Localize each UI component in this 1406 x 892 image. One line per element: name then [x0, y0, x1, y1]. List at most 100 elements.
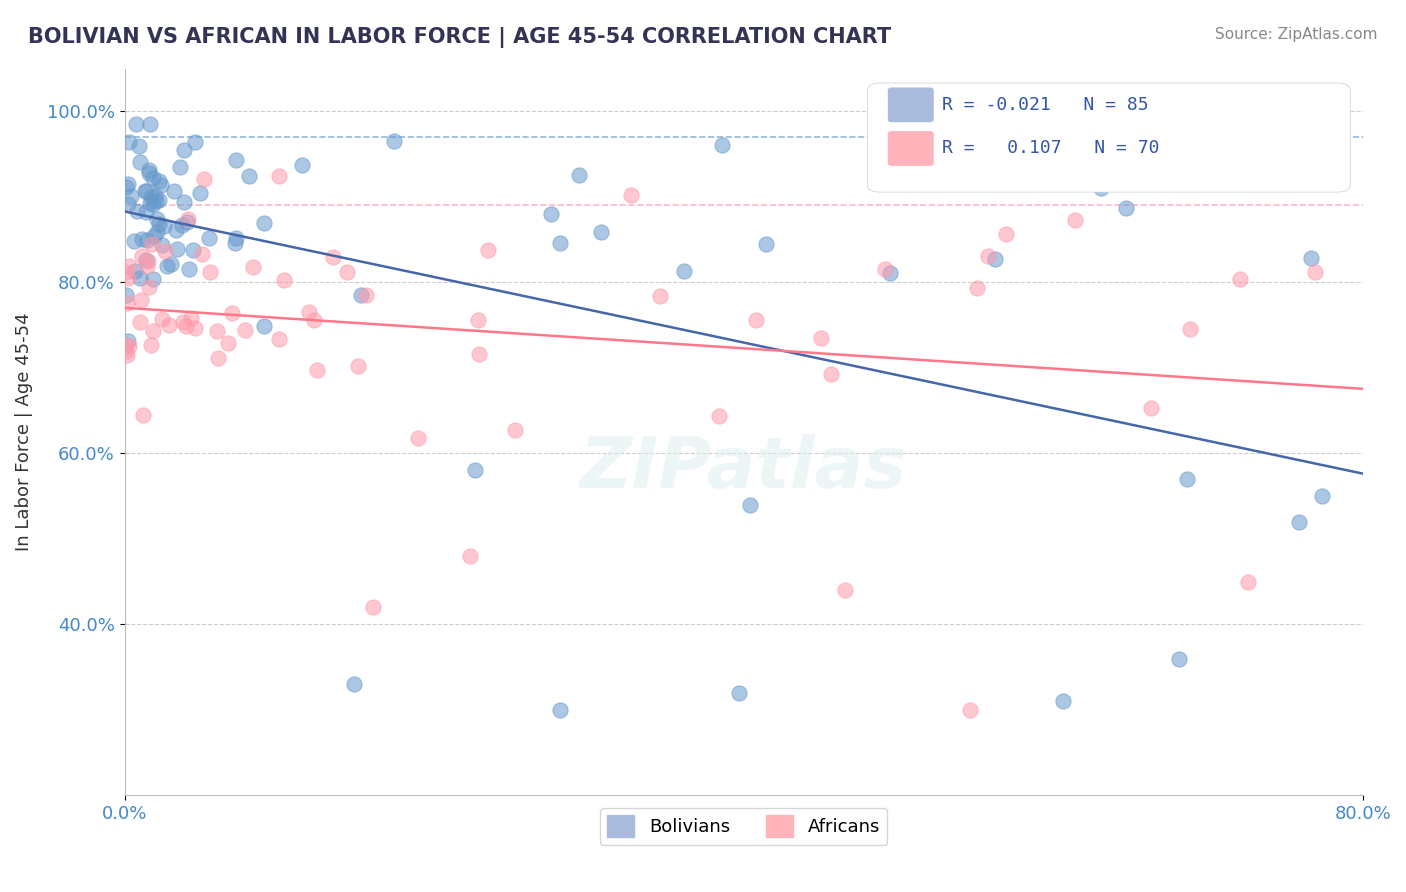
Point	[143, 189, 166, 203]
Point	[238, 169, 260, 184]
FancyBboxPatch shape	[868, 83, 1350, 192]
Point	[1139, 401, 1161, 416]
Text: R = -0.021   N = 85: R = -0.021 N = 85	[942, 95, 1149, 114]
Point	[115, 296, 138, 310]
Point	[976, 249, 998, 263]
Point	[135, 259, 157, 273]
Point	[115, 180, 138, 194]
Point	[477, 243, 499, 257]
Point	[134, 184, 156, 198]
Point	[146, 212, 169, 227]
Point	[1288, 515, 1310, 529]
Point	[224, 235, 246, 250]
Point	[302, 313, 325, 327]
Point	[983, 252, 1005, 266]
Point	[138, 163, 160, 178]
Y-axis label: In Labor Force | Age 45-54: In Labor Force | Age 45-54	[15, 313, 32, 551]
Point	[382, 134, 405, 148]
Point	[149, 178, 172, 193]
Point	[336, 265, 359, 279]
Point	[221, 306, 243, 320]
FancyBboxPatch shape	[889, 88, 934, 121]
Point	[139, 337, 162, 351]
Point	[138, 166, 160, 180]
Point	[1299, 251, 1322, 265]
Point	[298, 305, 321, 319]
Point	[169, 160, 191, 174]
Point	[135, 205, 157, 219]
Point	[118, 135, 141, 149]
Point	[128, 315, 150, 329]
Point	[142, 324, 165, 338]
Point	[217, 335, 239, 350]
Point	[160, 257, 183, 271]
Point	[242, 260, 264, 274]
Point	[966, 281, 988, 295]
Point	[125, 203, 148, 218]
Point	[267, 332, 290, 346]
Point	[273, 273, 295, 287]
Point	[810, 331, 832, 345]
Point	[503, 423, 526, 437]
Point	[115, 338, 138, 352]
Point	[145, 194, 167, 208]
Point	[1115, 201, 1137, 215]
Point	[820, 367, 842, 381]
Point	[148, 217, 170, 231]
Point	[363, 600, 385, 615]
Point	[307, 363, 329, 377]
Point	[174, 318, 197, 333]
Point	[139, 195, 162, 210]
Point	[124, 264, 146, 278]
Point	[253, 216, 276, 230]
Point	[740, 498, 762, 512]
Point	[1229, 271, 1251, 285]
Point	[115, 288, 138, 302]
Point	[464, 463, 486, 477]
Point	[138, 280, 160, 294]
Point	[163, 184, 186, 198]
Point	[406, 431, 429, 445]
Point	[173, 194, 195, 209]
Point	[118, 259, 141, 273]
Point	[166, 242, 188, 256]
Point	[225, 153, 247, 167]
Point	[184, 135, 207, 149]
Point	[115, 265, 138, 279]
Point	[138, 254, 160, 268]
Point	[207, 351, 229, 365]
Point	[117, 197, 139, 211]
Point	[188, 186, 211, 200]
Point	[173, 143, 195, 157]
Point	[1167, 651, 1189, 665]
Point	[1052, 694, 1074, 708]
Point	[141, 190, 163, 204]
Point	[184, 321, 207, 335]
Point	[135, 252, 157, 267]
Point	[120, 189, 142, 203]
Point	[128, 271, 150, 285]
Point	[672, 264, 695, 278]
Text: R =   0.107   N = 70: R = 0.107 N = 70	[942, 139, 1159, 158]
Point	[291, 158, 314, 172]
Point	[567, 169, 589, 183]
Point	[1310, 489, 1333, 503]
Text: BOLIVIAN VS AFRICAN IN LABOR FORCE | AGE 45-54 CORRELATION CHART: BOLIVIAN VS AFRICAN IN LABOR FORCE | AGE…	[28, 27, 891, 48]
Point	[148, 174, 170, 188]
Point	[141, 272, 163, 286]
Point	[115, 343, 138, 358]
Point	[172, 315, 194, 329]
Point	[193, 171, 215, 186]
Point	[619, 187, 641, 202]
Point	[141, 237, 163, 252]
Point	[540, 207, 562, 221]
Point	[117, 271, 139, 285]
Point	[550, 703, 572, 717]
FancyBboxPatch shape	[889, 132, 934, 165]
Point	[225, 231, 247, 245]
Point	[153, 244, 176, 258]
Point	[253, 319, 276, 334]
Point	[269, 169, 291, 184]
Point	[131, 249, 153, 263]
Point	[343, 677, 366, 691]
